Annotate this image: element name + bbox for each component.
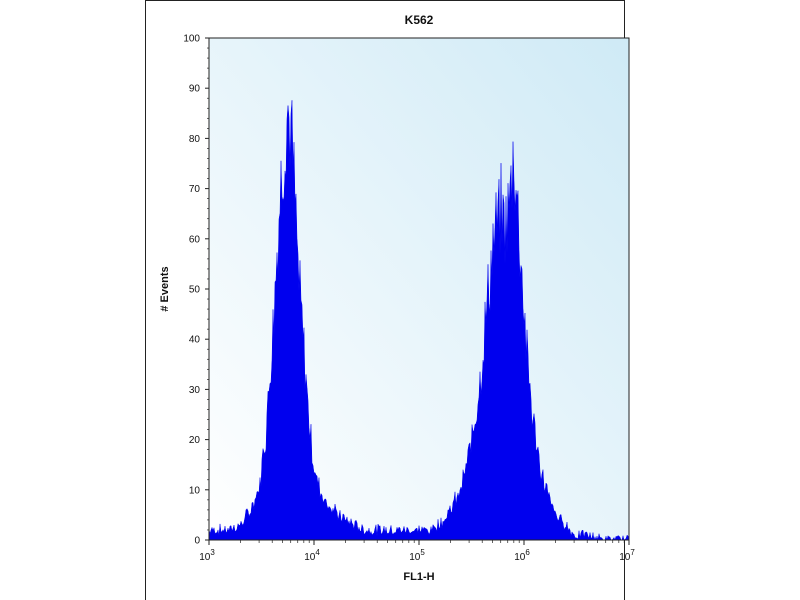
y-tick-label: 20: [189, 435, 201, 446]
y-tick-label: 60: [189, 234, 201, 245]
x-tick-label: 103: [199, 548, 215, 563]
x-tick-label: 104: [304, 548, 320, 563]
y-tick-label: 50: [189, 285, 201, 296]
x-tick-label: 106: [514, 548, 530, 563]
y-tick-label: 10: [189, 485, 201, 496]
y-tick-label: 80: [189, 134, 201, 145]
x-axis-title: FL1-H: [403, 571, 434, 583]
y-axis-title: # Events: [159, 266, 171, 311]
y-tick-label: 30: [189, 385, 201, 396]
histogram-series-0: [209, 100, 629, 540]
x-tick-label: 107: [619, 548, 635, 563]
y-tick-label: 0: [194, 536, 200, 547]
x-tick-label: 105: [409, 548, 425, 563]
chart-title: K562: [405, 13, 434, 27]
y-tick-label: 40: [189, 335, 201, 346]
y-tick-label: 90: [189, 84, 201, 95]
y-tick-label: 100: [183, 34, 200, 45]
y-tick-label: 70: [189, 184, 201, 195]
